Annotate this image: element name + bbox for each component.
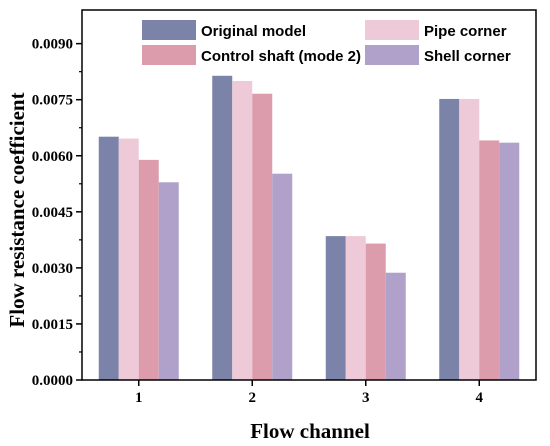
- y-tick-label-1: 0.0015: [32, 317, 73, 333]
- bar-series3-channel-2: [252, 93, 273, 381]
- y-tick-label-5: 0.0075: [32, 93, 73, 109]
- plot-frame: [81, 9, 537, 381]
- bar-series4-channel-1: [158, 182, 179, 380]
- tick-layer: 0.0000 0.0015 0.0030 0.0045 0.0060 0.0075 0.00…: [32, 37, 484, 406]
- y-tick-label-4: 0.0060: [32, 149, 73, 165]
- legend-swatch-4: [365, 45, 419, 65]
- legend: Original model Pipe corner Control shaft (…: [142, 20, 511, 65]
- bar-series4-channel-2: [272, 173, 293, 380]
- bar-series3-channel-4: [479, 140, 500, 380]
- x-tick-label-4: 4: [476, 390, 484, 406]
- bar-series4-channel-3: [385, 272, 406, 380]
- legend-swatch-3: [142, 45, 196, 65]
- x-axis-title: Flow channel: [250, 419, 370, 443]
- bar-series2-channel-1: [118, 138, 139, 380]
- legend-label-4: Shell corner: [424, 48, 511, 65]
- bar-series2-channel-3: [345, 236, 366, 380]
- y-axis-title: Flow resistance coefficient: [5, 92, 29, 327]
- legend-label-3: Control shaft (mode 2): [201, 48, 361, 65]
- bar-series1-channel-4: [439, 98, 460, 380]
- bar-series2-channel-2: [232, 81, 253, 380]
- y-tick-label-0: 0.0000: [32, 373, 73, 389]
- bar-series1-channel-2: [212, 75, 233, 381]
- y-tick-label-6: 0.0090: [32, 37, 73, 53]
- legend-swatch-1: [142, 20, 196, 40]
- legend-label-2: Pipe corner: [424, 23, 507, 40]
- axes-layer: [81, 9, 537, 381]
- bar-series1-channel-3: [325, 236, 346, 380]
- legend-label-1: Original model: [201, 23, 306, 40]
- x-tick-label-2: 2: [249, 390, 257, 406]
- y-tick-label-2: 0.0030: [32, 261, 73, 277]
- bar-series3-channel-3: [365, 243, 386, 380]
- bar-series3-channel-1: [138, 159, 159, 380]
- legend-swatch-2: [365, 20, 419, 40]
- bar-series1-channel-1: [98, 136, 119, 380]
- y-tick-label-3: 0.0045: [32, 205, 73, 221]
- x-tick-label-1: 1: [135, 390, 143, 406]
- x-tick-label-3: 3: [362, 390, 370, 406]
- bars-layer: [98, 75, 520, 381]
- bar-series4-channel-4: [499, 142, 520, 380]
- bar-series2-channel-4: [459, 98, 480, 380]
